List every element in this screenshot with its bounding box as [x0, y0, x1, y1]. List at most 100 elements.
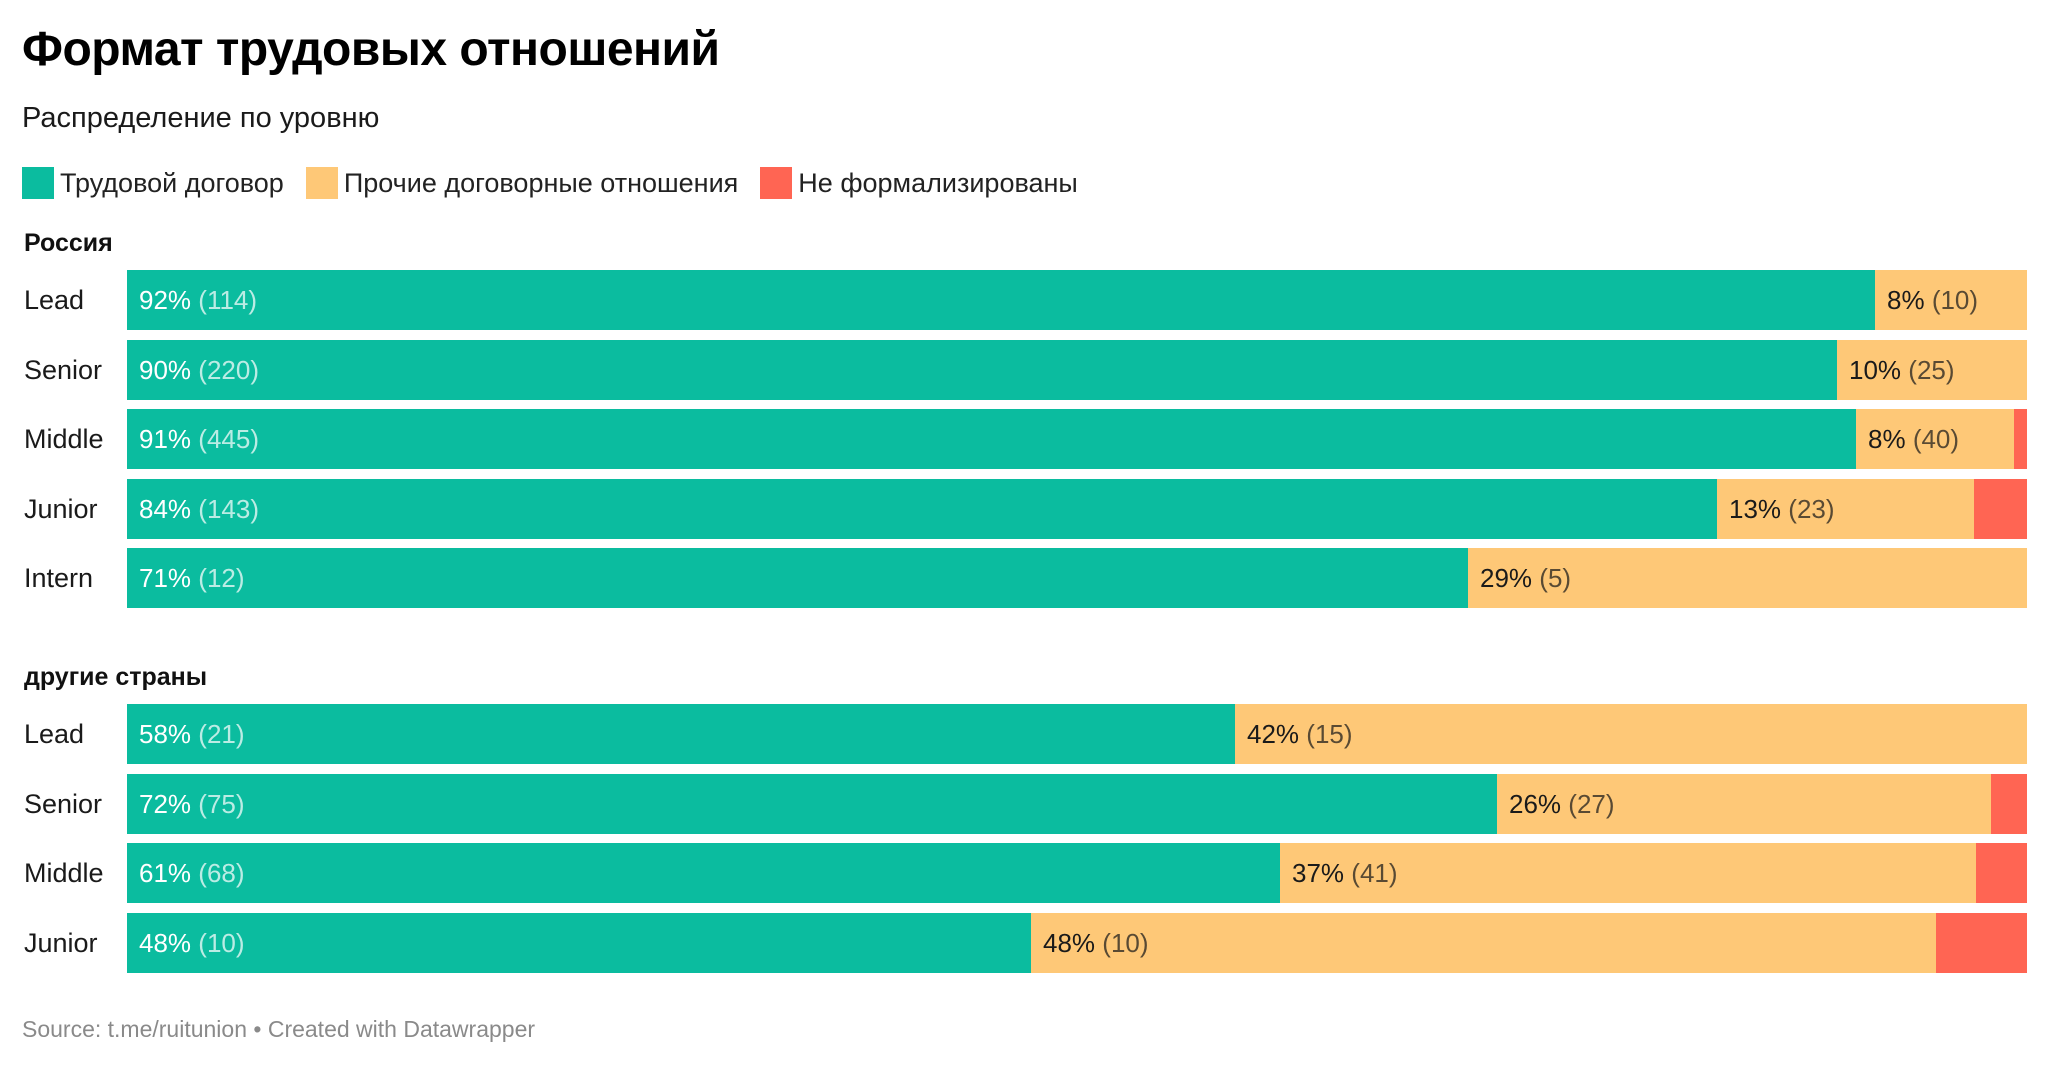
- source-footer: Source: t.me/ruitunion • Created with Da…: [22, 1016, 536, 1042]
- data-label-labor: 61% (68): [139, 843, 245, 903]
- data-label-other: 13% (23): [1729, 479, 1835, 539]
- category-label: Lead: [24, 719, 85, 749]
- data-label-count: (68): [198, 858, 245, 888]
- stacked-bar: 84% (143) 13% (23): [127, 478, 2027, 539]
- stacked-bar: 91% (445) 8% (40): [127, 409, 2027, 469]
- bar-segment-labor: 90% (220): [127, 339, 1837, 400]
- category-label: Lead: [24, 285, 85, 315]
- group-title-russia: Россия: [24, 229, 113, 257]
- data-label-other: 8% (10): [1887, 270, 1978, 330]
- bar-row-russia-middle: Middle 91% (445) 8% (40): [0, 409, 2048, 469]
- category-label: Intern: [24, 563, 94, 593]
- stacked-bar: 48% (10) 48% (10): [127, 912, 2027, 973]
- bar-row-other-countries-senior: Senior 72% (75) 26% (27): [0, 773, 2048, 834]
- bar-segment-other: 8% (40): [1856, 409, 2014, 469]
- data-label-labor: 92% (114): [139, 270, 257, 330]
- data-label-other: 8% (40): [1868, 409, 1959, 469]
- data-label-count: (41): [1351, 858, 1398, 888]
- data-label-other: 48% (10): [1043, 913, 1149, 973]
- stacked-bar: 92% (114) 8% (10): [127, 270, 2027, 330]
- legend-swatch-not-formalized: [760, 167, 793, 199]
- bar-segment-other: 37% (41): [1280, 843, 1976, 903]
- bar-segment-labor: 72% (75): [127, 773, 1497, 834]
- bar-segment-informal: [1991, 773, 2027, 834]
- legend-item-other-contracts: Прочие договорные отношения: [305, 167, 739, 199]
- data-label-labor: 71% (12): [139, 548, 245, 608]
- legend-label-other-contracts: Прочие договорные отношения: [343, 167, 739, 198]
- bar-segment-labor: 71% (12): [127, 548, 1468, 608]
- data-label-percent: 58%: [139, 719, 192, 749]
- data-label-labor: 58% (21): [139, 704, 245, 764]
- data-label-labor: 48% (10): [139, 913, 245, 973]
- bar-row-other-countries-junior: Junior 48% (10) 48% (10): [0, 912, 2048, 973]
- bar-segment-informal: [2014, 409, 2027, 469]
- legend-swatch-labor-contract: [22, 167, 54, 199]
- data-label-count: (220): [198, 354, 259, 385]
- bar-row-other-countries-middle: Middle 61% (68) 37% (41): [0, 843, 2048, 903]
- data-label-other: 37% (41): [1292, 843, 1398, 903]
- legend-item-labor-contract: Трудовой договор: [22, 167, 284, 199]
- data-label-percent: 72%: [139, 788, 192, 819]
- data-label-percent: 26%: [1509, 788, 1562, 819]
- bar-row-russia-intern: Intern 71% (12) 29% (5): [0, 548, 2048, 608]
- data-label-labor: 90% (220): [139, 340, 259, 400]
- bar-segment-other: 29% (5): [1468, 548, 2027, 608]
- data-label-count: (10): [198, 927, 245, 958]
- bar-segment-other: 42% (15): [1235, 704, 2027, 764]
- data-label-count: (27): [1568, 788, 1615, 819]
- data-label-percent: 48%: [1043, 927, 1096, 958]
- bar-segment-other: 8% (10): [1875, 270, 2027, 330]
- data-label-other: 42% (15): [1247, 704, 1353, 764]
- bar-segment-other: 10% (25): [1837, 339, 2027, 400]
- data-label-count: (10): [1931, 285, 1979, 315]
- bar-segment-other: 26% (27): [1497, 773, 1991, 834]
- data-label-percent: 48%: [139, 927, 192, 958]
- data-label-count: (75): [198, 788, 245, 819]
- stacked-bar: 71% (12) 29% (5): [127, 548, 2027, 608]
- data-label-other: 26% (27): [1509, 774, 1615, 834]
- bar-segment-labor: 48% (10): [127, 912, 1031, 973]
- legend-swatch-other-contracts: [305, 167, 338, 199]
- data-label-labor: 72% (75): [139, 774, 245, 834]
- stacked-bar: 58% (21) 42% (15): [127, 704, 2027, 764]
- data-label-labor: 84% (143): [139, 479, 259, 539]
- data-label-count: (23): [1788, 493, 1835, 524]
- data-label-count: (15): [1306, 719, 1353, 749]
- data-label-count: (445): [198, 424, 259, 454]
- bar-segment-informal: [1976, 843, 2027, 903]
- category-label: Middle: [24, 858, 104, 888]
- bar-segment-labor: 58% (21): [127, 704, 1235, 764]
- data-label-percent: 8%: [1887, 285, 1925, 315]
- stacked-bar: 61% (68) 37% (41): [127, 843, 2027, 903]
- data-label-count: (40): [1912, 424, 1960, 454]
- data-label-count: (10): [1102, 927, 1149, 958]
- data-label-count: (25): [1908, 354, 1955, 385]
- chart-subtitle: Распределение по уровню: [22, 102, 380, 134]
- group-title-other-countries: другие страны: [24, 663, 208, 691]
- legend-item-not-formalized: Не формализированы: [760, 167, 1078, 199]
- legend-label-labor-contract: Трудовой договор: [60, 167, 284, 198]
- category-label: Senior: [24, 788, 103, 819]
- data-label-count: (12): [198, 563, 245, 593]
- legend: Трудовой договор Прочие договорные отнош…: [22, 165, 1100, 201]
- bar-segment-labor: 84% (143): [127, 478, 1717, 539]
- data-label-other: 10% (25): [1849, 340, 1955, 400]
- data-label-other: 29% (5): [1480, 548, 1571, 608]
- data-label-count: (114): [198, 285, 258, 315]
- data-label-labor: 91% (445): [139, 409, 259, 469]
- data-label-percent: 61%: [139, 858, 192, 888]
- bar-row-russia-lead: Lead 92% (114) 8% (10): [0, 270, 2048, 330]
- data-label-count: (21): [198, 719, 245, 749]
- bar-row-russia-senior: Senior 90% (220) 10% (25): [0, 339, 2048, 400]
- data-label-percent: 71%: [139, 563, 192, 593]
- data-label-percent: 92%: [139, 285, 192, 315]
- data-label-percent: 91%: [139, 424, 192, 454]
- bar-segment-informal: [1936, 912, 2027, 973]
- bar-row-russia-junior: Junior 84% (143) 13% (23): [0, 478, 2048, 539]
- category-label: Junior: [24, 493, 98, 524]
- data-label-percent: 8%: [1868, 424, 1906, 454]
- data-label-count: (143): [198, 493, 259, 524]
- bar-segment-labor: 61% (68): [127, 843, 1280, 903]
- chart-title: Формат трудовых отношений: [22, 23, 720, 76]
- data-label-percent: 10%: [1849, 354, 1902, 385]
